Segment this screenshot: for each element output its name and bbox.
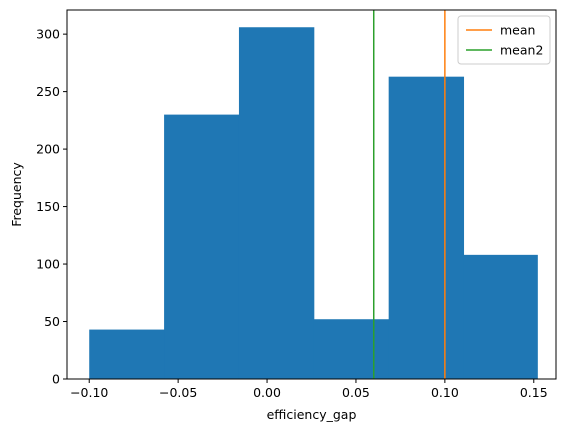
y-tick-label: 0 bbox=[52, 372, 60, 387]
x-axis-label: efficiency_gap bbox=[267, 407, 357, 422]
y-tick-label: 100 bbox=[36, 257, 60, 272]
x-tick-label: 0.10 bbox=[431, 385, 459, 400]
legend-box bbox=[457, 15, 551, 65]
legend: mean mean2 bbox=[457, 15, 551, 65]
histogram-bar-2 bbox=[238, 27, 315, 380]
legend-entry-mean: mean bbox=[500, 23, 535, 38]
y-axis: 0 50 100 150 200 250 300 bbox=[36, 27, 67, 387]
x-tick-label: −0.10 bbox=[70, 385, 108, 400]
plot-frame bbox=[66, 9, 557, 380]
histogram-bar-5 bbox=[463, 254, 538, 379]
x-tick-label: 0.00 bbox=[253, 385, 281, 400]
y-tick-label: 200 bbox=[36, 142, 60, 157]
histogram-bar-1 bbox=[164, 114, 240, 379]
histogram-bar-4 bbox=[388, 76, 465, 379]
x-tick-label: 0.15 bbox=[520, 385, 548, 400]
mean-lines bbox=[372, 10, 446, 379]
x-axis: −0.10 −0.05 0.00 0.05 0.10 0.15 bbox=[70, 379, 548, 400]
y-axis-label: Frequency bbox=[9, 162, 24, 227]
y-tick-label: 150 bbox=[36, 199, 60, 214]
histogram-bar-0 bbox=[89, 329, 165, 379]
y-tick-label: 300 bbox=[36, 27, 60, 42]
y-tick-label: 250 bbox=[36, 84, 60, 99]
legend-entry-mean2: mean2 bbox=[500, 43, 543, 58]
y-tick-label: 50 bbox=[44, 314, 60, 329]
x-tick-label: −0.05 bbox=[159, 385, 197, 400]
x-tick-label: 0.05 bbox=[342, 385, 370, 400]
histogram-bars bbox=[89, 27, 538, 380]
histogram-bar-3 bbox=[313, 319, 390, 379]
